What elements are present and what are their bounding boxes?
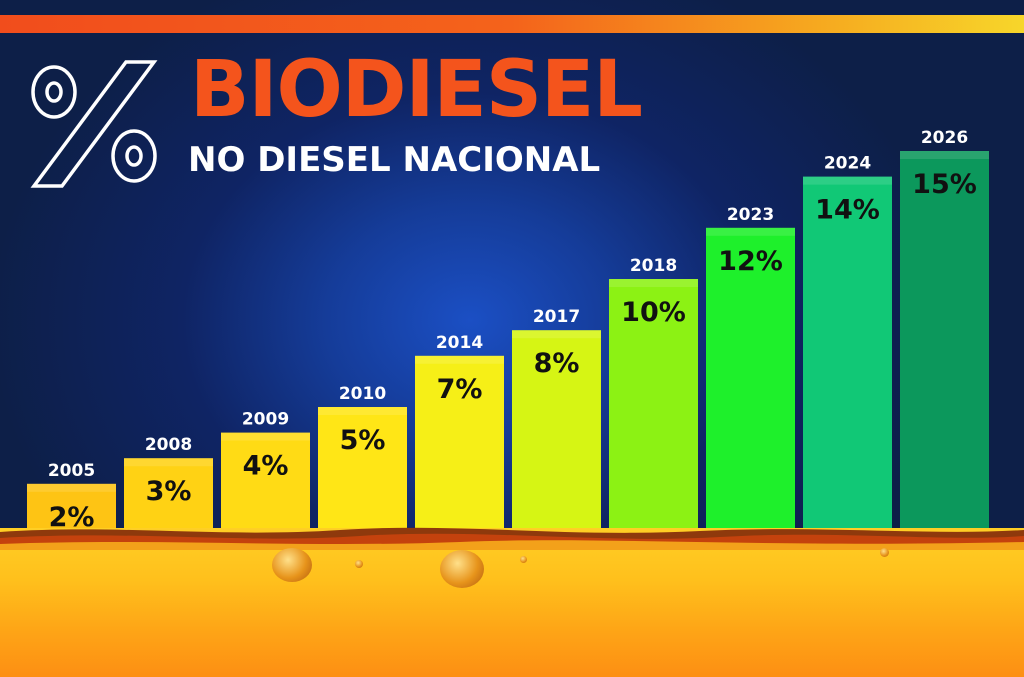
data-label: 2%	[49, 502, 95, 533]
fuel-drop	[440, 550, 484, 588]
bar-2023	[706, 227, 795, 536]
category-label: 2014	[436, 333, 483, 353]
data-label: 12%	[718, 246, 783, 277]
fuel-liquid	[0, 528, 1024, 677]
bar-2010	[318, 407, 407, 535]
percent-icon	[30, 60, 158, 188]
category-label: 2017	[533, 307, 580, 327]
category-label: 2005	[48, 461, 95, 481]
data-label: 7%	[437, 374, 483, 405]
bar-highlight	[512, 330, 601, 339]
data-label: 10%	[621, 297, 686, 328]
fuel-drop	[272, 548, 312, 582]
fuel-bubble	[520, 556, 527, 563]
bar-highlight	[27, 483, 116, 492]
bar-highlight	[803, 176, 892, 185]
data-label: 8%	[534, 348, 580, 379]
bar-2014	[415, 355, 504, 535]
category-label: 2009	[242, 410, 289, 430]
bar-2026	[900, 151, 989, 535]
bar-2009	[221, 432, 310, 535]
bar-highlight	[318, 407, 407, 415]
category-label: 2026	[921, 128, 968, 148]
category-label: 2008	[145, 435, 192, 455]
top-stripe	[0, 15, 1024, 33]
fuel-bubble	[355, 560, 363, 568]
fuel-surface	[0, 527, 1024, 550]
bar-2017	[512, 330, 601, 535]
data-label: 5%	[340, 425, 386, 456]
category-label: 2024	[824, 154, 871, 174]
category-label: 2023	[727, 205, 774, 225]
bar-highlight	[706, 227, 795, 236]
bar-2018	[609, 279, 698, 535]
data-label: 14%	[815, 195, 880, 226]
fuel-bubble	[880, 548, 889, 557]
data-label: 15%	[912, 169, 977, 200]
bar-highlight	[609, 279, 698, 287]
bar-highlight	[221, 432, 310, 441]
bar-2005	[27, 483, 116, 535]
bar-2024	[803, 176, 892, 535]
page-subtitle: NO DIESEL NACIONAL	[188, 140, 601, 180]
bar-highlight	[900, 151, 989, 159]
bar-highlight	[124, 458, 213, 467]
category-label: 2018	[630, 256, 677, 276]
data-label: 4%	[243, 451, 289, 482]
page-title: BIODIESEL	[190, 45, 643, 135]
bar-highlight	[415, 355, 504, 364]
bar-2008	[124, 458, 213, 535]
data-label: 3%	[146, 476, 192, 507]
category-label: 2010	[339, 384, 386, 404]
